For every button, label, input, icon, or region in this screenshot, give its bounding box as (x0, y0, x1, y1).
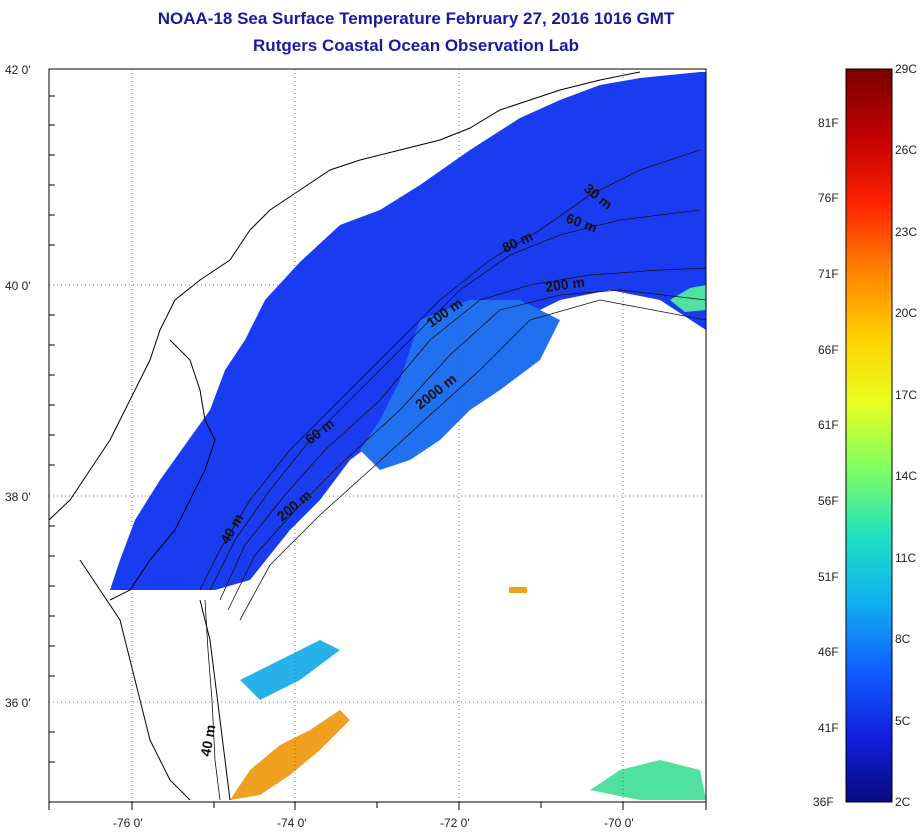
colorbar-c-label: 17C (895, 388, 917, 402)
sst-hot-spot (509, 587, 527, 593)
lon-label: -76 0' (113, 816, 143, 830)
sst-shelf-water (110, 72, 706, 590)
depth-label: 200 m (544, 274, 586, 295)
graticule (49, 69, 706, 802)
contour-100m (219, 267, 706, 601)
colorbar-c-label: 29C (895, 62, 917, 76)
colorbar-f-label: 76F (818, 191, 839, 205)
map-title-line1: NOAA-18 Sea Surface Temperature February… (157, 9, 675, 28)
lon-label: -72 0' (440, 816, 470, 830)
colorbar-c-label: 20C (895, 306, 917, 320)
chesapeake-shore (79, 559, 191, 801)
tick-marks (48, 95, 707, 810)
sst-warm-patch-south (230, 710, 350, 800)
colorbar-f-label: 81F (818, 116, 839, 130)
sst-southeast-patches (590, 760, 706, 800)
lat-axis: 42 0' 40 0' 38 0' 36 0' (5, 63, 31, 710)
colorbar-c-label: 23C (895, 225, 917, 239)
colorbar-f-label: 41F (818, 721, 839, 735)
colorbar-f-label: 56F (818, 494, 839, 508)
colorbar-f-label: 51F (818, 570, 839, 584)
lon-label: -74 0' (277, 816, 307, 830)
colorbar-celsius-labels: 29C 26C 23C 20C 17C 14C 11C 8C 5C 2C (895, 62, 917, 809)
colorbar-c-label: 5C (895, 714, 911, 728)
contour-60m (209, 209, 701, 591)
colorbar-f-label: 61F (818, 418, 839, 432)
colorbar-c-label: 26C (895, 143, 917, 157)
sst-slope-water (360, 300, 560, 470)
map-content: 30 m 60 m 80 m 200 m 100 m 2000 m 60 m 2… (49, 69, 706, 802)
sst-warm-patch-east (670, 285, 706, 312)
outer-banks-shore (199, 599, 231, 801)
lon-axis: -76 0' -74 0' -72 0' -70 0' (113, 816, 634, 830)
colorbar-c-label: 11C (895, 551, 916, 565)
colorbar-c-label: 14C (895, 469, 917, 483)
colorbar-f-label: 46F (818, 645, 839, 659)
contour-30m (199, 149, 701, 591)
lon-label: -70 0' (604, 816, 634, 830)
lat-label: 40 0' (5, 279, 31, 293)
colorbar-f-label: 66F (818, 343, 839, 357)
depth-contours (199, 149, 706, 801)
sst-offshore-patches (240, 640, 340, 700)
coastline (49, 71, 641, 521)
contour-200m (227, 289, 706, 611)
lat-label: 38 0' (5, 490, 31, 504)
lat-label: 36 0' (5, 696, 31, 710)
colorbar-fahrenheit-labels: 81F 76F 71F 66F 61F 56F 51F 46F 41F 36F (813, 116, 839, 809)
colorbar-c-label: 8C (895, 632, 911, 646)
colorbar-c-label: 2C (895, 795, 911, 809)
contour-south-shelf (204, 599, 221, 801)
colorbar-f-label: 36F (813, 795, 834, 809)
depth-label: 40 m (197, 723, 218, 757)
lat-label: 42 0' (5, 63, 31, 77)
delaware-bay-shore (109, 339, 216, 601)
contour-2000m (239, 299, 706, 621)
colorbar-f-label: 71F (818, 267, 839, 281)
map-title-line2: Rutgers Coastal Ocean Observation Lab (253, 36, 579, 55)
colorbar (845, 68, 893, 803)
